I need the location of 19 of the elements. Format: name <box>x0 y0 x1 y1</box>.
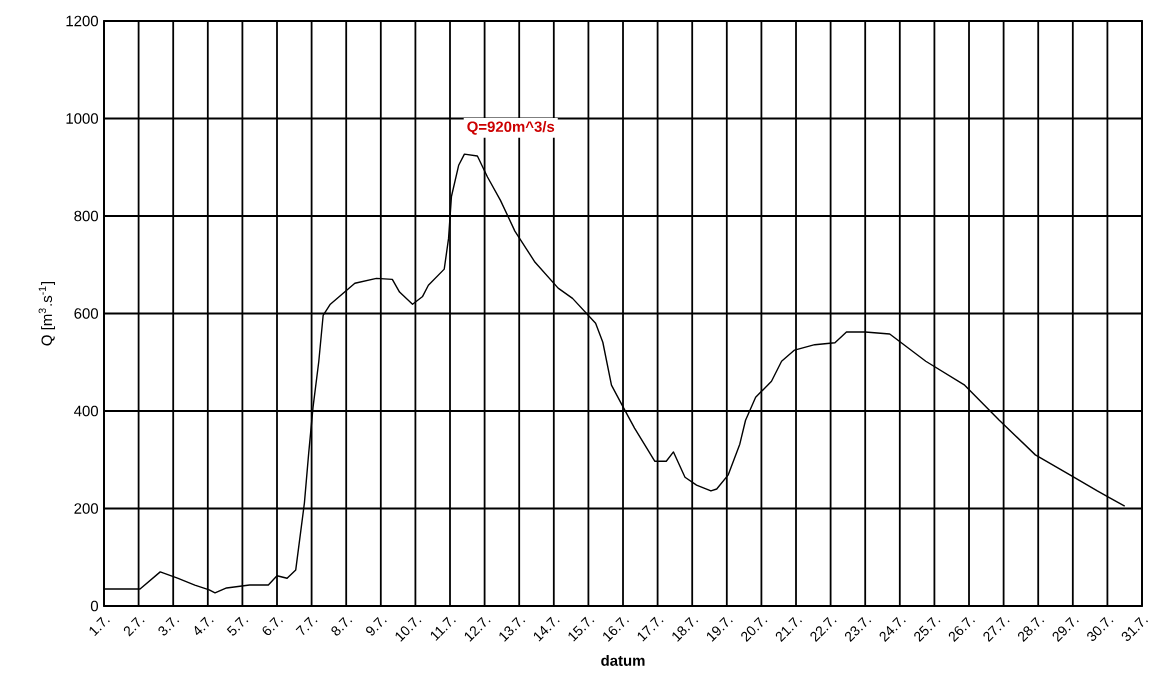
y-tick-label: 400 <box>74 405 99 417</box>
x-tick-label: 5.7. <box>226 616 249 636</box>
x-tick-label: 1.7. <box>89 616 110 637</box>
y-tick-label: 0 <box>90 600 99 612</box>
x-tick-label: 8.7. <box>331 616 353 636</box>
y-tick-label: 200 <box>74 503 99 514</box>
y-tick-label: 1000 <box>66 113 99 124</box>
y-tick-label: 800 <box>74 210 99 222</box>
x-tick-label: 7.7. <box>295 616 318 636</box>
x-axis-title: datum <box>601 654 645 666</box>
y-tick-label: 1200 <box>66 15 99 27</box>
y-axis-title: Q [m$^{3}$.s$^{-1}$] <box>38 281 56 346</box>
annotation: Q=920m^3/s <box>467 121 555 135</box>
x-tick-label: 6.7. <box>262 616 283 636</box>
x-tick-label: 9.7. <box>366 616 387 636</box>
x-tick-label: 4.7. <box>194 616 214 636</box>
y-tick-label: 600 <box>74 308 99 319</box>
x-tick-label: 2.7. <box>123 616 145 637</box>
x-tick-label: 3.7. <box>158 616 180 636</box>
